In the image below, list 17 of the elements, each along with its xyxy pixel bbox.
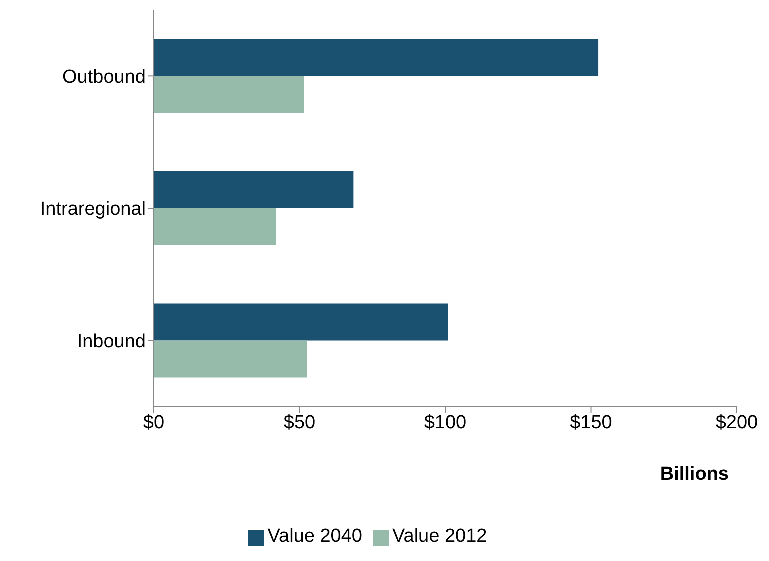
y-tick-label: Intraregional bbox=[40, 199, 146, 220]
x-tick-label: $200 bbox=[716, 412, 758, 434]
bar bbox=[154, 171, 354, 208]
x-tick-label: $100 bbox=[424, 412, 467, 434]
bar bbox=[154, 304, 448, 341]
legend-label: Value 2040 bbox=[268, 526, 362, 547]
x-tick-label: $50 bbox=[284, 412, 316, 434]
x-tick-label: $150 bbox=[570, 412, 612, 434]
x-tick-label: $0 bbox=[143, 412, 165, 434]
y-tick-label: Outbound bbox=[62, 66, 146, 88]
bar bbox=[154, 76, 304, 114]
x-axis-title: Billions bbox=[660, 464, 729, 485]
y-tick-label: Inbound bbox=[77, 332, 146, 353]
legend-label: Value 2012 bbox=[392, 526, 488, 547]
bar bbox=[154, 39, 599, 76]
bar bbox=[154, 208, 276, 246]
bar bbox=[154, 340, 308, 378]
